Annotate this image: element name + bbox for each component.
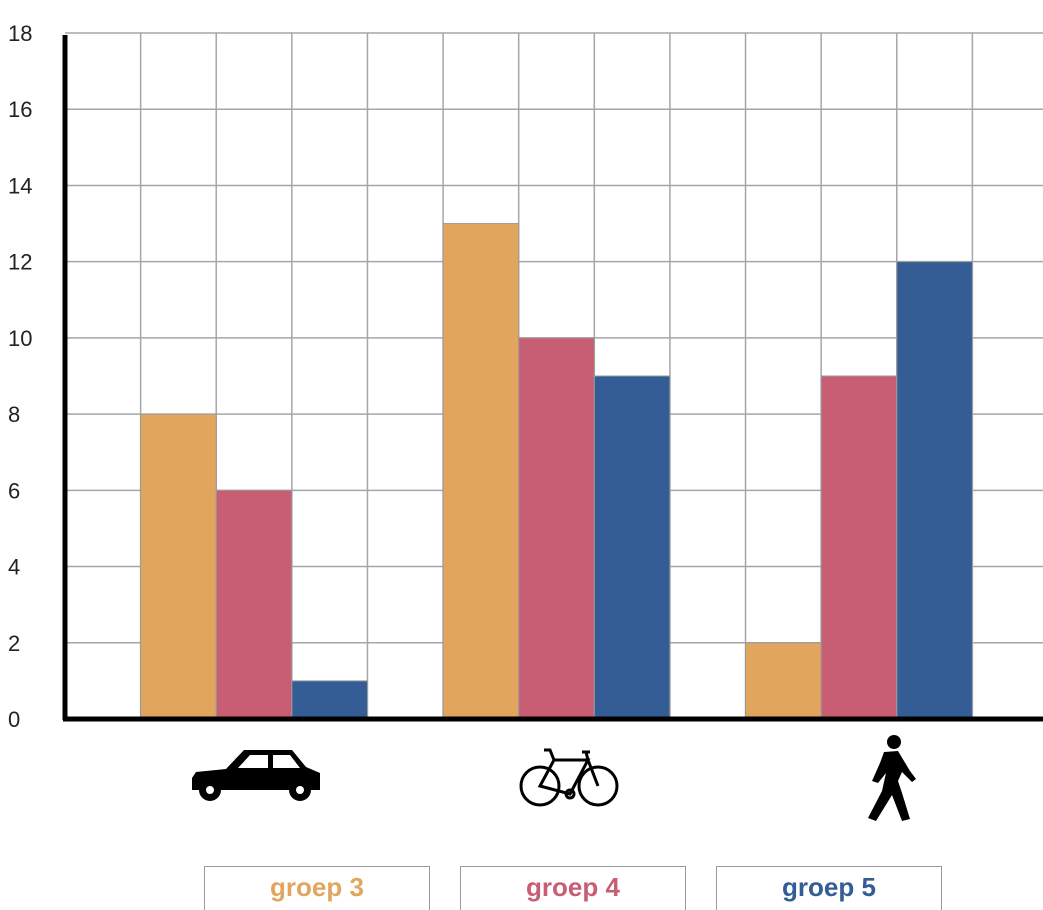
bar-groep-5-bicycle: [593, 375, 671, 720]
bar-groep-3-bicycle: [442, 223, 520, 720]
bar-groep-4-walking: [820, 375, 898, 720]
pedestrian-icon: [868, 735, 916, 821]
y-tick-label: 12: [8, 250, 32, 275]
bar-groep-5-car: [291, 680, 368, 720]
y-tick-label: 10: [8, 326, 32, 351]
legend-label: groep 3: [270, 872, 364, 902]
y-tick-label: 18: [8, 21, 32, 46]
car-icon: [192, 750, 320, 801]
bar-chart: 0 2 4 6 8 10 12 14 16 18: [8, 21, 1043, 821]
legend-item-groep-3: groep 3: [204, 866, 430, 910]
y-tick-label: 0: [8, 707, 20, 732]
legend-item-groep-4: groep 4: [460, 866, 686, 910]
legend-item-groep-5: groep 5: [716, 866, 942, 910]
y-tick-label: 16: [8, 97, 32, 122]
y-tick-label: 6: [8, 478, 20, 503]
bars: [140, 223, 973, 720]
y-tick-label: 14: [8, 173, 32, 198]
bar-groep-5-walking: [896, 261, 973, 720]
y-tick-label: 4: [8, 555, 20, 580]
legend-label: groep 5: [782, 872, 876, 902]
bar-groep-3-car: [140, 413, 217, 720]
y-tick-label: 8: [8, 402, 20, 427]
bar-groep-4-car: [215, 489, 293, 720]
y-tick-label: 2: [8, 631, 20, 656]
legend-label: groep 4: [526, 872, 620, 902]
bicycle-icon: [519, 748, 619, 807]
bar-groep-3-walking: [745, 642, 822, 720]
y-axis-ticks: 0 2 4 6 8 10 12 14 16 18: [8, 21, 32, 732]
bar-groep-4-bicycle: [518, 337, 595, 720]
